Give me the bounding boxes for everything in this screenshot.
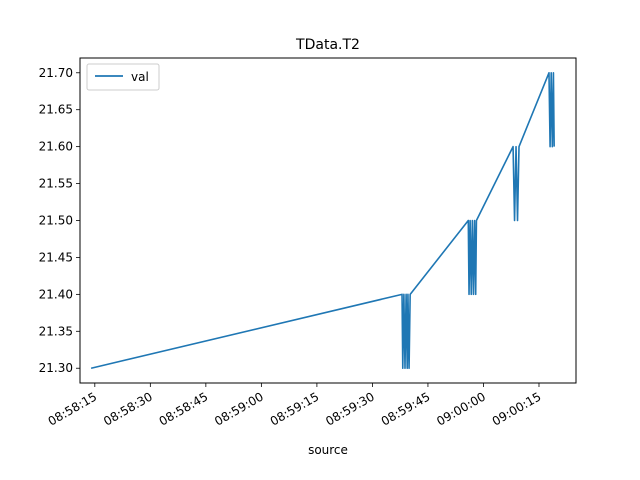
x-tick-label: 08:58:30 <box>101 389 155 428</box>
y-tick-label: 21.70 <box>39 66 73 80</box>
y-tick-label: 21.35 <box>39 324 73 338</box>
y-tick-label: 21.50 <box>39 214 73 228</box>
x-tick-label: 08:59:00 <box>212 389 266 428</box>
x-tick-label: 08:58:15 <box>46 389 100 428</box>
plot-frame <box>79 57 577 384</box>
x-tick-label: 08:59:15 <box>268 389 322 428</box>
x-tick-label: 09:00:00 <box>434 389 488 428</box>
x-axis-label: source <box>308 443 348 457</box>
legend: val <box>86 63 160 91</box>
chart-title: TData.T2 <box>295 37 360 53</box>
x-axis: 08:58:15 08:58:30 08:58:45 08:59:00 08:59:15… <box>46 383 544 429</box>
y-tick-label: 21.30 <box>39 361 73 375</box>
x-tick-label: 08:59:45 <box>379 389 433 428</box>
series-val <box>90 71 555 370</box>
y-tick-label: 21.55 <box>39 177 73 191</box>
y-tick-label: 21.45 <box>39 250 73 264</box>
legend-box <box>86 63 160 91</box>
legend-entry-val: val <box>131 70 149 84</box>
y-tick-label: 21.65 <box>39 103 73 117</box>
y-axis: 21.30 21.35 21.40 21.45 21.50 21.55 21.60 21.65… <box>39 66 80 375</box>
y-tick-label: 21.40 <box>39 287 73 301</box>
y-tick-label: 21.60 <box>39 140 73 154</box>
x-tick-label: 08:58:45 <box>157 389 211 428</box>
x-tick-label: 08:59:30 <box>323 389 377 428</box>
x-tick-label: 09:00:15 <box>490 389 544 428</box>
series-line-0 <box>90 71 555 370</box>
